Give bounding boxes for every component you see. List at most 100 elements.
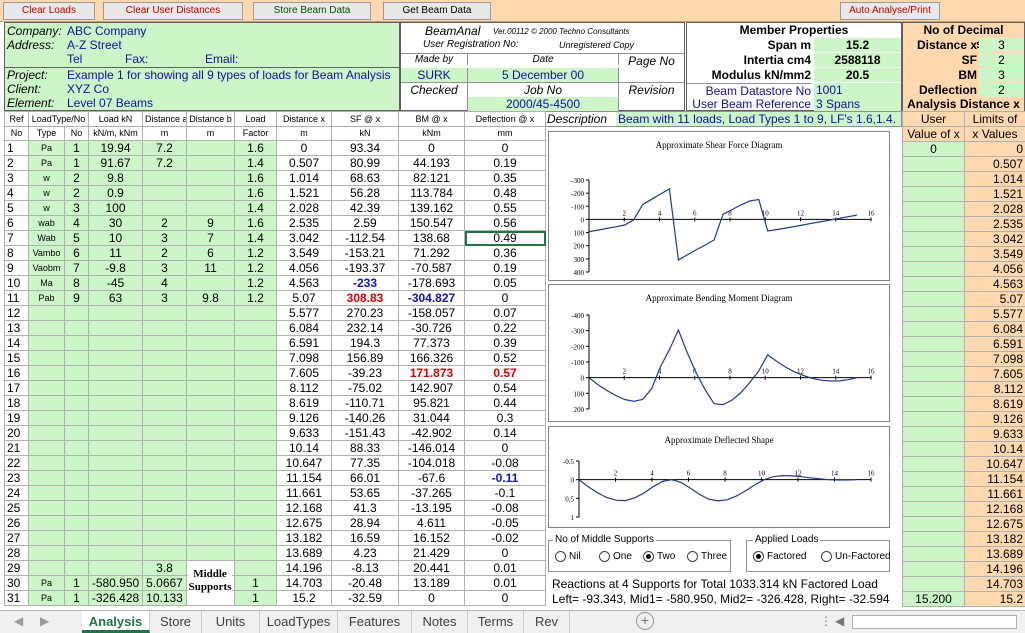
load-cell[interactable]: 9 (63, 290, 90, 307)
load-cell[interactable] (186, 440, 236, 457)
result-cell[interactable]: 6.084 (276, 320, 333, 337)
load-cell[interactable] (63, 470, 90, 487)
result-cell[interactable]: -0.02 (464, 530, 547, 547)
user-x-cell[interactable] (902, 411, 965, 427)
result-cell[interactable]: 13.182 (276, 530, 333, 547)
load-cell[interactable] (88, 500, 144, 517)
result-cell[interactable]: -193.37 (331, 260, 400, 277)
load-cell[interactable] (63, 440, 90, 457)
result-cell[interactable]: 3.549 (276, 245, 333, 262)
result-cell[interactable]: -146.014 (398, 440, 466, 457)
load-cell[interactable] (234, 425, 278, 442)
result-cell[interactable]: 7.605 (276, 365, 333, 382)
load-cell[interactable] (142, 455, 188, 472)
user-x-cell[interactable] (902, 456, 965, 472)
load-cell[interactable]: 2 (142, 215, 188, 232)
result-cell[interactable]: 171.873 (398, 365, 466, 382)
load-cell[interactable]: Pa (28, 140, 65, 157)
result-cell[interactable]: -32.59 (331, 590, 400, 607)
user-x-cell[interactable] (902, 501, 965, 517)
result-cell[interactable]: 0.39 (464, 335, 547, 352)
element-value[interactable]: Level 07 Beams (67, 96, 154, 110)
result-cell[interactable]: 20.441 (398, 560, 466, 577)
load-cell[interactable]: -45 (88, 275, 144, 292)
decimal-value[interactable]: 3 (979, 68, 1024, 82)
result-cell[interactable]: -67.6 (398, 470, 466, 487)
result-cell[interactable]: 80.99 (331, 155, 400, 172)
load-cell[interactable] (88, 380, 144, 397)
load-cell[interactable]: 3 (142, 260, 188, 277)
load-cell[interactable] (234, 515, 278, 532)
result-cell[interactable]: 113.784 (398, 185, 466, 202)
result-cell[interactable]: 6.591 (276, 335, 333, 352)
load-cell[interactable] (142, 470, 188, 487)
load-cell[interactable] (28, 515, 65, 532)
load-cell[interactable] (28, 545, 65, 562)
load-cell[interactable] (186, 500, 236, 517)
load-cell[interactable]: -326.428 (88, 590, 144, 607)
load-cell[interactable]: 1.6 (234, 170, 278, 187)
result-cell[interactable]: 0 (398, 140, 466, 157)
inertia-value[interactable]: 2588118 (814, 53, 901, 67)
load-cell[interactable]: 1.6 (234, 140, 278, 157)
load-cell[interactable] (234, 320, 278, 337)
result-cell[interactable]: 4.611 (398, 515, 466, 532)
load-cell[interactable] (88, 395, 144, 412)
result-cell[interactable]: 270.23 (331, 305, 400, 322)
load-cell[interactable] (142, 500, 188, 517)
load-cell[interactable] (142, 170, 188, 187)
load-cell[interactable]: 1 (234, 590, 278, 607)
result-cell[interactable]: 308.83 (331, 290, 400, 307)
load-cell[interactable]: 1.2 (234, 245, 278, 262)
load-cell[interactable] (186, 425, 236, 442)
load-cell[interactable]: 7.2 (142, 140, 188, 157)
result-cell[interactable]: 66.01 (331, 470, 400, 487)
result-cell[interactable]: 0.48 (464, 185, 547, 202)
user-x-cell[interactable] (902, 561, 965, 577)
result-cell[interactable]: -151.43 (331, 425, 400, 442)
user-x-cell[interactable] (902, 576, 965, 592)
load-cell[interactable] (186, 410, 236, 427)
result-cell[interactable]: -20.48 (331, 575, 400, 592)
user-x-cell[interactable] (902, 156, 965, 172)
load-cell[interactable] (142, 485, 188, 502)
result-cell[interactable]: 21.429 (398, 545, 466, 562)
load-cell[interactable]: Vaobm (28, 260, 65, 277)
load-cell[interactable]: 2 (63, 185, 90, 202)
radio-icon[interactable] (555, 551, 566, 562)
result-cell[interactable]: 0.19 (464, 260, 547, 277)
result-cell[interactable]: 0.57 (464, 365, 547, 382)
result-cell[interactable]: -30.726 (398, 320, 466, 337)
user-x-cell[interactable] (902, 246, 965, 262)
load-cell[interactable] (186, 200, 236, 217)
load-cell[interactable]: wab (28, 215, 65, 232)
load-cell[interactable] (63, 365, 90, 382)
result-cell[interactable]: 8.112 (276, 380, 333, 397)
result-cell[interactable]: 68.63 (331, 170, 400, 187)
user-x-cell[interactable] (902, 201, 965, 217)
load-cell[interactable] (63, 545, 90, 562)
result-cell[interactable]: 0.507 (276, 155, 333, 172)
result-cell[interactable]: 77.35 (331, 455, 400, 472)
load-cell[interactable] (234, 335, 278, 352)
result-cell[interactable]: -104.018 (398, 455, 466, 472)
load-cell[interactable] (186, 515, 236, 532)
result-cell[interactable]: 142.907 (398, 380, 466, 397)
load-cell[interactable] (28, 500, 65, 517)
load-cell[interactable] (63, 425, 90, 442)
load-cell[interactable] (63, 305, 90, 322)
result-cell[interactable]: 88.33 (331, 440, 400, 457)
load-cell[interactable]: 1.4 (234, 200, 278, 217)
result-cell[interactable]: 1.014 (276, 170, 333, 187)
result-cell[interactable]: 0.44 (464, 395, 547, 412)
load-cell[interactable] (63, 410, 90, 427)
result-cell[interactable]: 10.647 (276, 455, 333, 472)
load-cell[interactable] (88, 545, 144, 562)
load-cell[interactable] (142, 395, 188, 412)
load-cell[interactable] (234, 470, 278, 487)
result-cell[interactable]: 0.52 (464, 350, 547, 367)
radio-icon[interactable] (643, 551, 654, 562)
result-cell[interactable]: 166.326 (398, 350, 466, 367)
load-cell[interactable]: Pa (28, 575, 65, 592)
hscroll-left-icon[interactable]: ◀ (835, 614, 845, 628)
